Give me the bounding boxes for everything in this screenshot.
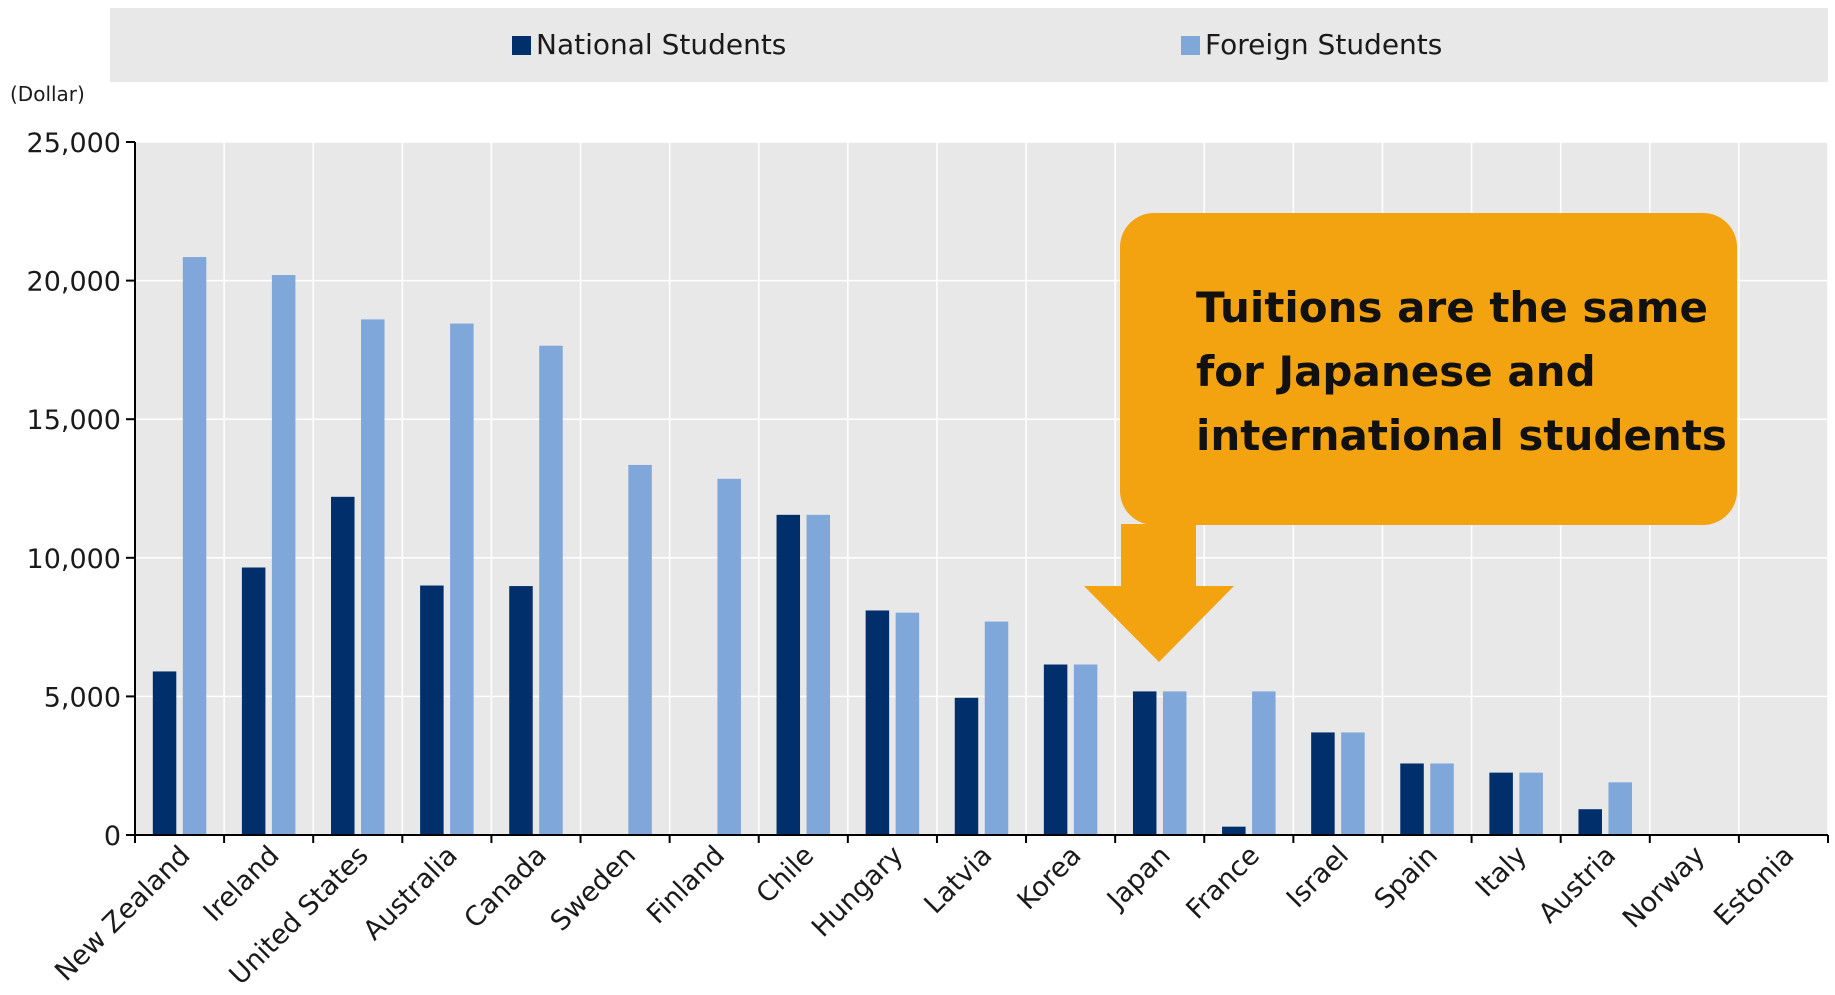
bar-foreign-16: [1608, 782, 1632, 835]
bar-national-9: [954, 697, 979, 835]
bar-foreign-5: [628, 464, 652, 835]
x-category-label-0: New Zealand: [49, 840, 196, 987]
x-category-label-7: Chile: [751, 840, 821, 910]
x-category-label-3: Australia: [357, 840, 463, 946]
legend-background: [110, 8, 1828, 82]
x-category-label-6: Finland: [641, 840, 731, 930]
bar-national-4: [509, 586, 533, 835]
legend-label-0: National Students: [536, 28, 786, 61]
x-category-label-1: Ireland: [198, 840, 286, 928]
bar-foreign-8: [895, 612, 920, 835]
y-tick-label-1: 5,000: [44, 682, 121, 713]
bar-national-14: [1400, 763, 1424, 835]
bar-national-7: [776, 514, 801, 835]
callout-arrow: [1084, 524, 1234, 662]
x-category-label-11: Japan: [1100, 840, 1177, 917]
bar-national-13: [1311, 732, 1335, 835]
callout-text-line-0: Tuitions are the same: [1196, 283, 1708, 332]
bar-foreign-9: [984, 621, 1009, 835]
bar-foreign-11: [1162, 691, 1187, 835]
legend-label-1: Foreign Students: [1205, 28, 1442, 61]
bar-national-16: [1578, 809, 1602, 835]
legend-swatch-1: [1181, 36, 1200, 55]
x-category-label-17: Norway: [1617, 840, 1711, 934]
bar-national-15: [1489, 772, 1513, 835]
bar-national-0: [152, 671, 177, 835]
callout-text-line-1: for Japanese and: [1196, 347, 1596, 396]
bar-foreign-1: [271, 275, 296, 835]
x-category-label-16: Austria: [1533, 840, 1622, 929]
bar-foreign-13: [1341, 732, 1365, 835]
x-category-label-5: Sweden: [545, 840, 642, 937]
x-category-label-4: Canada: [458, 840, 553, 935]
bar-national-12: [1222, 826, 1246, 835]
annotation-callout: Tuitions are the same for Japanese and int…: [1084, 213, 1737, 662]
bar-national-8: [865, 610, 890, 835]
x-category-label-9: Latvia: [918, 840, 998, 920]
bar-foreign-14: [1430, 763, 1454, 835]
bar-foreign-7: [806, 514, 831, 835]
bar-national-1: [241, 567, 266, 835]
y-tick-label-2: 10,000: [27, 544, 121, 575]
bar-national-3: [420, 585, 444, 835]
bar-foreign-12: [1252, 691, 1276, 835]
x-category-label-15: Italy: [1470, 840, 1533, 903]
bar-national-10: [1043, 664, 1068, 835]
y-tick-label-4: 20,000: [27, 267, 121, 298]
y-tick-label-3: 15,000: [27, 405, 121, 436]
y-axis-unit-label: (Dollar): [10, 82, 85, 106]
x-category-label-8: Hungary: [806, 840, 909, 943]
bar-foreign-3: [450, 323, 474, 835]
bar-foreign-4: [539, 345, 563, 835]
x-category-label-18: Estonia: [1708, 840, 1800, 932]
y-tick-label-0: 0: [104, 821, 121, 852]
bar-foreign-0: [182, 257, 207, 836]
callout-box: [1120, 213, 1737, 525]
bar-national-11: [1132, 691, 1157, 835]
legend: National Students Foreign Students: [110, 8, 1828, 82]
bar-foreign-2: [361, 319, 385, 836]
legend-swatch-0: [512, 36, 531, 55]
x-category-label-12: France: [1180, 840, 1265, 925]
bar-foreign-6: [717, 478, 741, 835]
y-tick-label-5: 25,000: [27, 128, 121, 159]
bar-national-2: [331, 496, 355, 835]
bar-foreign-15: [1519, 772, 1543, 835]
x-category-label-13: Israel: [1281, 840, 1355, 914]
bar-foreign-10: [1073, 664, 1098, 835]
x-category-label-14: Spain: [1369, 840, 1444, 915]
x-category-label-10: Korea: [1012, 840, 1088, 916]
callout-text-line-2: international students: [1196, 411, 1727, 460]
